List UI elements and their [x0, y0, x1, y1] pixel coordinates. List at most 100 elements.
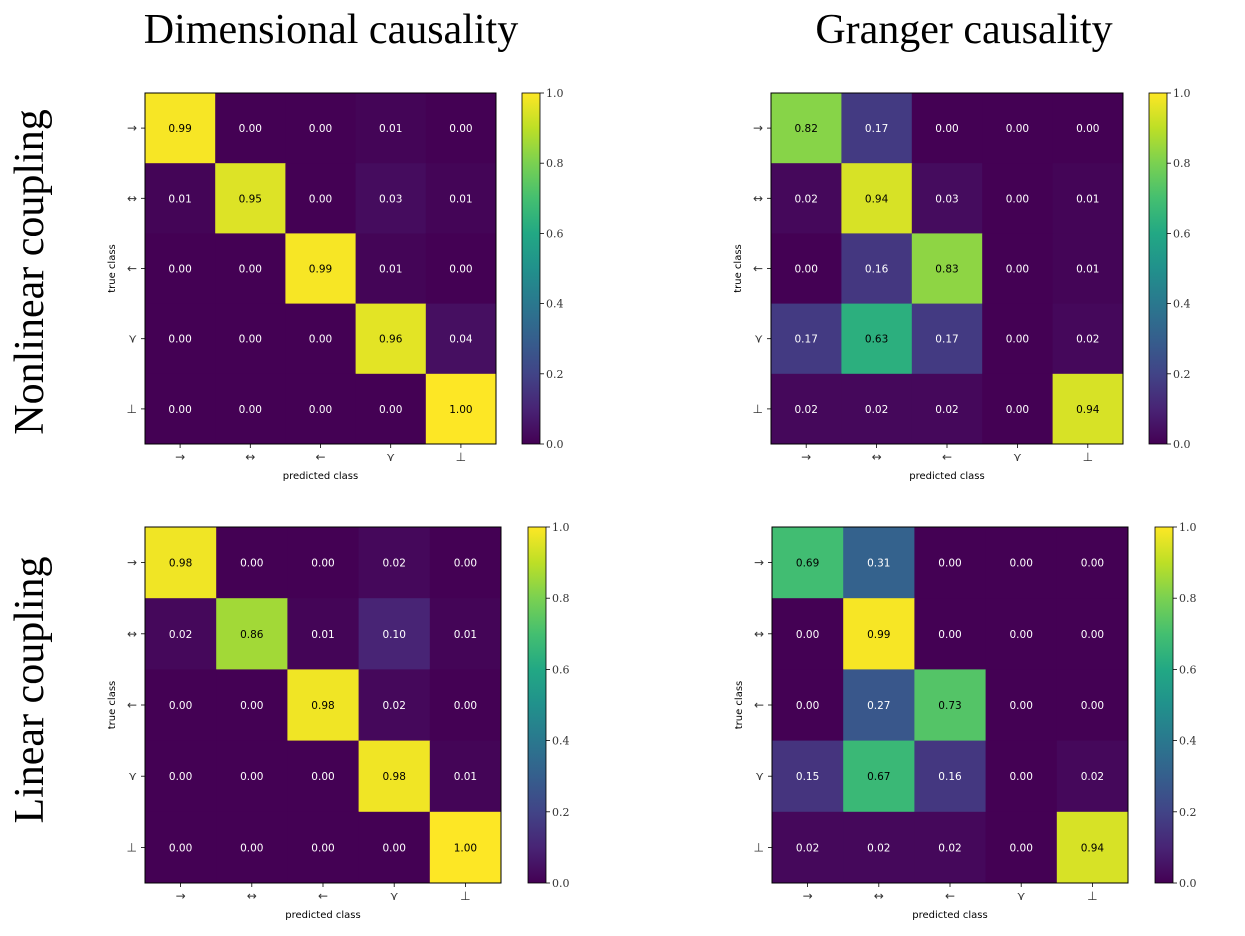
- heatmap-cell: [145, 598, 217, 670]
- cell-value-label: 0.00: [938, 558, 961, 570]
- colorbar-tick-label: 0.0: [546, 438, 564, 451]
- cell-value-label: 0.83: [935, 264, 958, 276]
- heatmap-cell: [1056, 598, 1129, 670]
- heatmap-cell: [355, 233, 427, 305]
- cell-value-label: 0.10: [383, 629, 406, 641]
- heatmap-cell: [145, 303, 216, 375]
- cell-value-label: 0.00: [795, 264, 818, 276]
- cell-value-label: 0.00: [309, 404, 332, 416]
- heatmap-cell: [985, 740, 1058, 813]
- cell-value-label: 0.00: [240, 700, 263, 712]
- cell-value-label: 0.02: [867, 842, 890, 854]
- cell-value-label: 0.02: [795, 193, 818, 205]
- cell-value-label: 0.00: [379, 404, 402, 416]
- cell-value-label: 0.00: [1010, 771, 1033, 783]
- cell-value-label: 0.00: [935, 123, 958, 135]
- colorbar-tick-label: 1.0: [1173, 87, 1191, 100]
- heatmap-cell: [285, 303, 357, 375]
- heatmap-cell: [425, 163, 497, 234]
- cell-value-label: 0.01: [379, 123, 402, 135]
- x-tick-label: ↔: [245, 450, 255, 464]
- heatmap-cell: [772, 740, 844, 813]
- cell-value-label: 0.69: [796, 558, 819, 570]
- colorbar-tick-label: 1.0: [1179, 521, 1197, 534]
- cell-value-label: 0.00: [168, 334, 191, 346]
- colorbar-tick-label: 0.2: [552, 806, 570, 819]
- heatmap-cell: [982, 373, 1054, 445]
- colorbar: [1148, 92, 1168, 445]
- heatmap-cell: [914, 669, 987, 742]
- y-tick-label: ⊥: [127, 402, 137, 416]
- cell-value-label: 0.00: [1006, 334, 1029, 346]
- heatmap-cell: [429, 527, 502, 599]
- cell-value-label: 0.16: [865, 264, 889, 276]
- cell-value-label: 0.00: [309, 193, 332, 205]
- cell-value-label: 0.02: [795, 404, 818, 416]
- heatmap-cell: [841, 373, 913, 445]
- cell-value-label: 0.00: [1010, 558, 1033, 570]
- heatmap-cell: [982, 303, 1054, 375]
- cell-value-label: 0.00: [796, 629, 819, 641]
- y-tick-label: ←: [753, 262, 763, 276]
- cell-value-label: 0.00: [168, 264, 191, 276]
- cell-value-label: 0.00: [239, 404, 262, 416]
- heatmap-cell: [1056, 740, 1129, 813]
- heatmap-cell: [287, 740, 360, 813]
- cell-value-label: 0.00: [796, 700, 819, 712]
- heatmap-cell: [1052, 93, 1124, 164]
- colorbar: [521, 92, 541, 445]
- heatmap-cell: [425, 373, 497, 445]
- cell-value-label: 0.02: [169, 629, 192, 641]
- heatmap-cell: [355, 303, 427, 375]
- cell-value-label: 0.96: [379, 334, 403, 346]
- y-tick-label: ↔: [127, 627, 137, 641]
- heatmap-cell: [771, 163, 842, 234]
- heatmap-cell: [216, 811, 288, 884]
- cell-value-label: 0.00: [1006, 264, 1029, 276]
- y-axis-label: true class: [734, 681, 745, 730]
- cell-value-label: 0.00: [311, 771, 334, 783]
- x-tick-label: ⊥: [460, 889, 470, 903]
- heatmap-cell: [841, 163, 913, 234]
- cell-value-label: 0.16: [938, 771, 962, 783]
- heatmap-cell: [985, 527, 1058, 599]
- heatmap-cell: [145, 93, 216, 164]
- heatmap-cell: [287, 527, 360, 599]
- cell-value-label: 0.00: [383, 842, 406, 854]
- colorbar-tick-label: 0.6: [1179, 663, 1197, 676]
- heatmap-cell: [285, 93, 357, 164]
- cell-value-label: 0.94: [865, 193, 889, 205]
- cell-value-label: 0.00: [168, 404, 191, 416]
- heatmap-cell: [771, 303, 842, 375]
- cell-value-label: 0.00: [240, 842, 263, 854]
- cell-value-label: 0.02: [1081, 771, 1104, 783]
- cell-value-label: 0.02: [383, 700, 406, 712]
- cell-value-label: 0.82: [795, 123, 818, 135]
- cell-value-label: 0.01: [454, 629, 477, 641]
- cell-value-label: 0.00: [169, 771, 192, 783]
- heatmap-cell: [985, 598, 1058, 670]
- cell-value-label: 0.00: [1081, 700, 1104, 712]
- cell-value-label: 0.01: [311, 629, 334, 641]
- colorbar-tick-label: 0.2: [1179, 806, 1197, 819]
- heatmap-cell: [429, 811, 502, 884]
- colorbar-tick-label: 1.0: [552, 521, 570, 534]
- x-tick-label: →: [801, 450, 811, 464]
- x-tick-label: ←: [942, 450, 952, 464]
- y-tick-label: ↔: [753, 191, 763, 205]
- heatmap-cell: [1052, 233, 1124, 305]
- heatmap-cell: [841, 233, 913, 305]
- colorbar-tick-label: 0.4: [1173, 298, 1191, 311]
- heatmap-cell: [914, 527, 987, 599]
- heatmap-cell: [215, 303, 286, 375]
- x-tick-label: ↔: [872, 450, 882, 464]
- cell-value-label: 0.02: [383, 558, 406, 570]
- cell-value-label: 1.00: [449, 404, 472, 416]
- heatmap-cell: [285, 233, 357, 305]
- heatmap-cell: [287, 669, 360, 742]
- heatmap-cell: [914, 811, 987, 884]
- cell-value-label: 0.00: [1006, 193, 1029, 205]
- heatmap-cell: [358, 669, 431, 742]
- cell-value-label: 0.00: [449, 264, 472, 276]
- heatmap-cell: [287, 811, 360, 884]
